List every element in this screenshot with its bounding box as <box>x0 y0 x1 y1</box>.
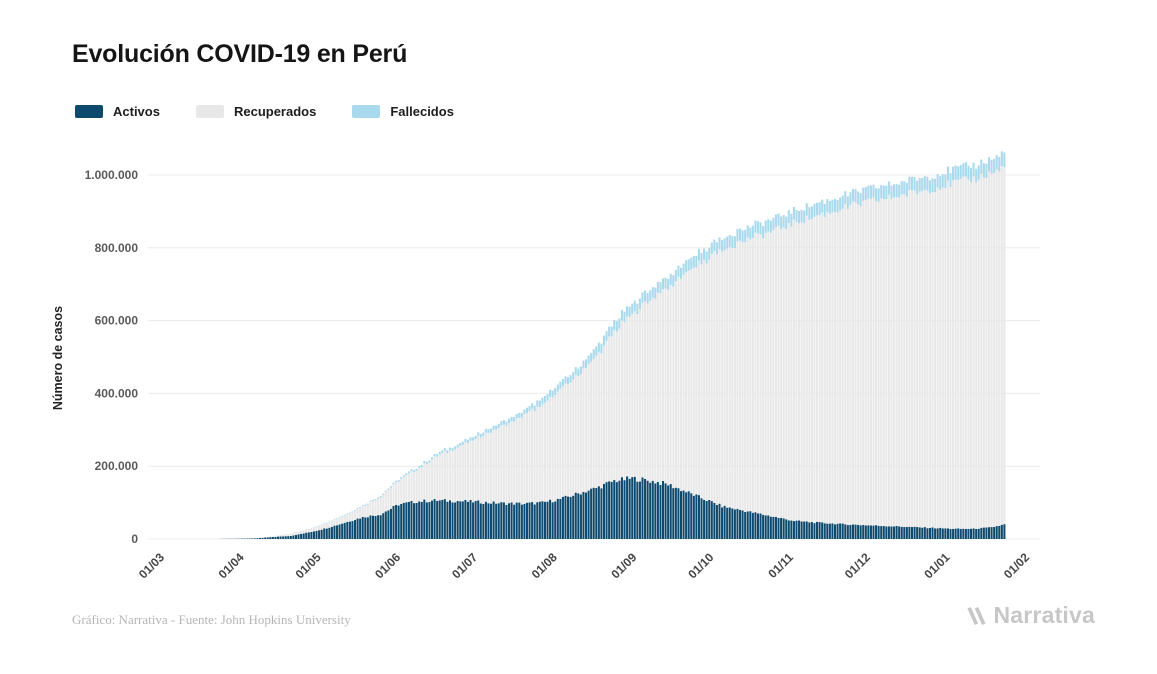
svg-text:01/05: 01/05 <box>293 550 324 581</box>
svg-text:01/04: 01/04 <box>216 550 247 581</box>
svg-text:01/02: 01/02 <box>1001 550 1032 581</box>
svg-text:0: 0 <box>131 532 138 546</box>
chart-legend: Activos Recuperados Fallecidos <box>75 104 454 119</box>
svg-text:Número de casos: Número de casos <box>51 306 65 410</box>
legend-swatch-fallecidos <box>352 105 381 118</box>
chart-y-axis-labels: 0 200.000 400.000 600.000 800.000 1.000.000 <box>85 168 139 546</box>
svg-text:01/10: 01/10 <box>685 550 716 581</box>
legend-label-activos: Activos <box>113 104 160 119</box>
narrativa-brand: Narrativa <box>965 602 1095 629</box>
legend-item-fallecidos: Fallecidos <box>352 104 454 119</box>
legend-item-activos: Activos <box>75 104 160 119</box>
chart-y-axis-title: Número de casos <box>51 306 65 410</box>
legend-swatch-recuperados <box>195 105 224 118</box>
narrativa-wordmark: Narrativa <box>993 602 1095 628</box>
legend-label-fallecidos: Fallecidos <box>390 104 454 119</box>
svg-text:400.000: 400.000 <box>95 386 139 400</box>
chart-x-axis-labels: 01/03 01/04 01/05 01/06 01/07 01/08 01/09 01/10… <box>136 550 1032 581</box>
page-title: Evolución COVID-19 en Perú <box>72 40 408 68</box>
svg-text:01/03: 01/03 <box>136 550 167 581</box>
svg-text:01/11: 01/11 <box>765 550 796 581</box>
svg-text:01/12: 01/12 <box>842 550 873 581</box>
svg-text:600.000: 600.000 <box>95 314 139 328</box>
legend-label-recuperados: Recuperados <box>233 104 317 119</box>
chart-credit: Gráfico: Narrativa - Fuente: John Hopkin… <box>72 612 351 627</box>
legend-item-recuperados: Recuperados <box>195 104 317 119</box>
svg-text:800.000: 800.000 <box>95 241 139 255</box>
chart-bars-group <box>220 151 1006 539</box>
svg-text:01/01: 01/01 <box>921 550 952 581</box>
svg-text:01/08: 01/08 <box>529 550 560 581</box>
svg-text:200.000: 200.000 <box>95 459 139 473</box>
svg-text:1.000.000: 1.000.000 <box>85 168 139 182</box>
svg-text:01/09: 01/09 <box>608 550 639 581</box>
legend-swatch-activos <box>75 105 103 118</box>
svg-text:01/06: 01/06 <box>372 550 403 581</box>
svg-text:01/07: 01/07 <box>449 550 480 581</box>
narrativa-logo-icon <box>967 606 986 625</box>
